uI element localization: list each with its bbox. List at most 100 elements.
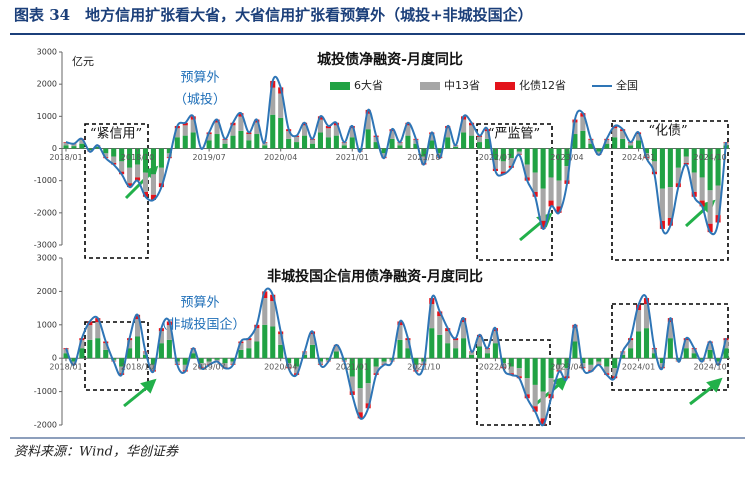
bar — [309, 143, 316, 149]
arrow-head — [706, 377, 723, 393]
bar — [135, 314, 141, 320]
x-tick-label: 2024/01 — [622, 153, 655, 162]
bar — [325, 358, 331, 360]
bar — [63, 145, 69, 149]
bar — [365, 358, 371, 384]
legend-swatch — [330, 82, 350, 90]
bar — [381, 358, 387, 362]
bar — [381, 148, 387, 154]
bar — [190, 353, 196, 359]
bar — [445, 137, 451, 149]
bar — [469, 352, 475, 355]
bar — [612, 368, 618, 377]
bar — [270, 301, 276, 327]
bar — [524, 148, 530, 165]
bar — [572, 134, 578, 149]
bar — [278, 334, 284, 345]
bar — [532, 172, 538, 192]
bar — [63, 349, 69, 354]
bar — [469, 125, 475, 136]
bar — [254, 134, 260, 149]
bar — [516, 151, 522, 155]
bar — [71, 358, 77, 362]
bar — [254, 341, 260, 359]
x-tick-label: 2018/10 — [121, 363, 154, 372]
bar — [182, 135, 188, 149]
bar — [389, 131, 395, 139]
bar — [667, 318, 673, 323]
bar — [715, 358, 721, 362]
bar — [397, 145, 403, 149]
bar — [476, 346, 483, 359]
bar — [628, 145, 634, 149]
bar — [500, 171, 506, 175]
bar — [596, 151, 602, 155]
x-tick-label: 2020/04 — [264, 363, 297, 372]
y-tick-label: 2000 — [37, 287, 57, 296]
x-tick-label: 2021/10 — [407, 363, 440, 372]
bar — [238, 343, 244, 350]
y-tick-label: 3000 — [37, 254, 57, 263]
bar — [302, 122, 308, 126]
bar — [691, 349, 697, 354]
bar — [405, 125, 411, 136]
bar — [437, 334, 443, 359]
bar — [699, 358, 705, 360]
y-tick-label: -1000 — [34, 176, 57, 185]
bar — [357, 358, 363, 389]
bar — [588, 364, 594, 371]
bar — [492, 331, 498, 344]
bar — [119, 358, 125, 367]
bar — [150, 148, 156, 175]
bar — [429, 328, 435, 359]
bar — [628, 348, 634, 359]
bar — [524, 358, 530, 379]
arrow-head — [140, 378, 157, 394]
bar — [111, 156, 117, 163]
bar — [540, 220, 546, 229]
x-tick-label: 2023/04 — [550, 363, 583, 372]
bar — [127, 348, 133, 359]
bar — [636, 134, 642, 141]
bar — [508, 158, 514, 166]
bar — [683, 156, 689, 163]
bar — [302, 135, 308, 149]
bar — [516, 148, 522, 152]
bar — [429, 140, 435, 149]
bar — [302, 125, 308, 136]
bar — [516, 368, 522, 377]
bar — [532, 384, 538, 407]
bar — [373, 358, 379, 367]
bar — [71, 361, 77, 365]
bar — [604, 143, 610, 149]
y-tick-label: 0 — [52, 144, 57, 153]
bar — [278, 93, 284, 118]
bar — [588, 143, 594, 149]
bar — [79, 340, 85, 349]
x-tick-label: 2021/01 — [336, 153, 369, 162]
bar — [683, 348, 689, 359]
bar — [95, 318, 101, 323]
bar — [659, 358, 665, 364]
bar — [198, 363, 204, 368]
panel-title: 非城投国企信用债净融资-月度同比 — [267, 268, 483, 285]
bar — [190, 349, 196, 354]
bar — [659, 148, 665, 189]
bar — [445, 128, 451, 138]
bar — [238, 116, 244, 131]
bar — [397, 325, 403, 340]
bar — [643, 328, 650, 359]
bar — [461, 322, 467, 339]
bar — [636, 140, 642, 149]
x-tick-label: 2021/01 — [336, 363, 369, 372]
bar — [230, 135, 236, 149]
bar — [79, 143, 85, 149]
bar — [707, 349, 713, 359]
bar — [564, 358, 570, 369]
bar — [63, 142, 69, 146]
arrow-head — [552, 375, 569, 391]
bar — [150, 194, 156, 200]
bar — [262, 324, 268, 359]
x-tick-label: 2018/01 — [49, 363, 82, 372]
bar — [484, 138, 490, 149]
